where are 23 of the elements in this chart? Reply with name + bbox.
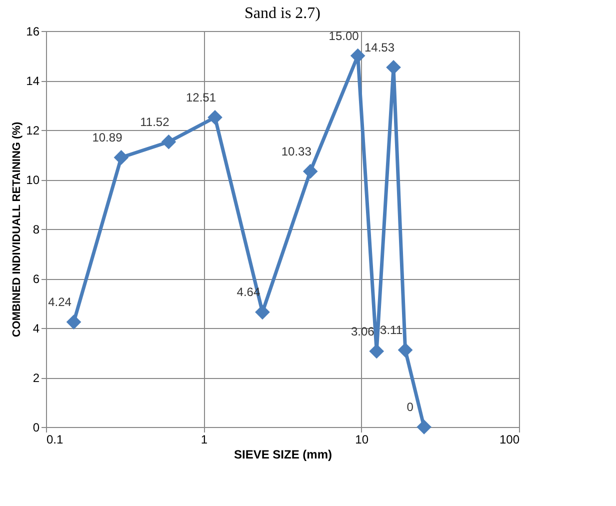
y-tick-label: 8 bbox=[32, 222, 40, 236]
data-label: 10.89 bbox=[92, 130, 123, 144]
y-tick-label: 16 bbox=[26, 24, 40, 38]
data-label: 14.53 bbox=[364, 40, 395, 54]
y-tick-label: 14 bbox=[26, 74, 40, 88]
data-label: 10.33 bbox=[281, 144, 312, 158]
y-axis-title: COMBINED INDIVIDUALL RETAINING (%) bbox=[11, 122, 24, 338]
data-label: 4.24 bbox=[48, 295, 72, 310]
y-tick-label: 0 bbox=[32, 420, 40, 434]
x-tick-label: 100 bbox=[499, 432, 520, 446]
chart-title: Sand is 2.7) bbox=[244, 5, 320, 22]
data-label: 11.52 bbox=[140, 114, 170, 129]
y-tick-label: 6 bbox=[32, 272, 40, 286]
y-tick-label: 10 bbox=[26, 173, 40, 187]
x-tick-label: 10 bbox=[355, 432, 369, 446]
y-tick-label: 4 bbox=[32, 322, 40, 336]
data-label: 15.00 bbox=[328, 28, 360, 43]
x-axis-title: SIEVE SIZE (mm) bbox=[234, 448, 332, 462]
y-tick-label: 2 bbox=[32, 371, 40, 385]
x-tick-label: 1 bbox=[200, 432, 208, 446]
x-tick-label: 0.1 bbox=[46, 432, 64, 446]
y-tick-label: 12 bbox=[26, 124, 40, 138]
data-label: 0 bbox=[406, 400, 414, 414]
